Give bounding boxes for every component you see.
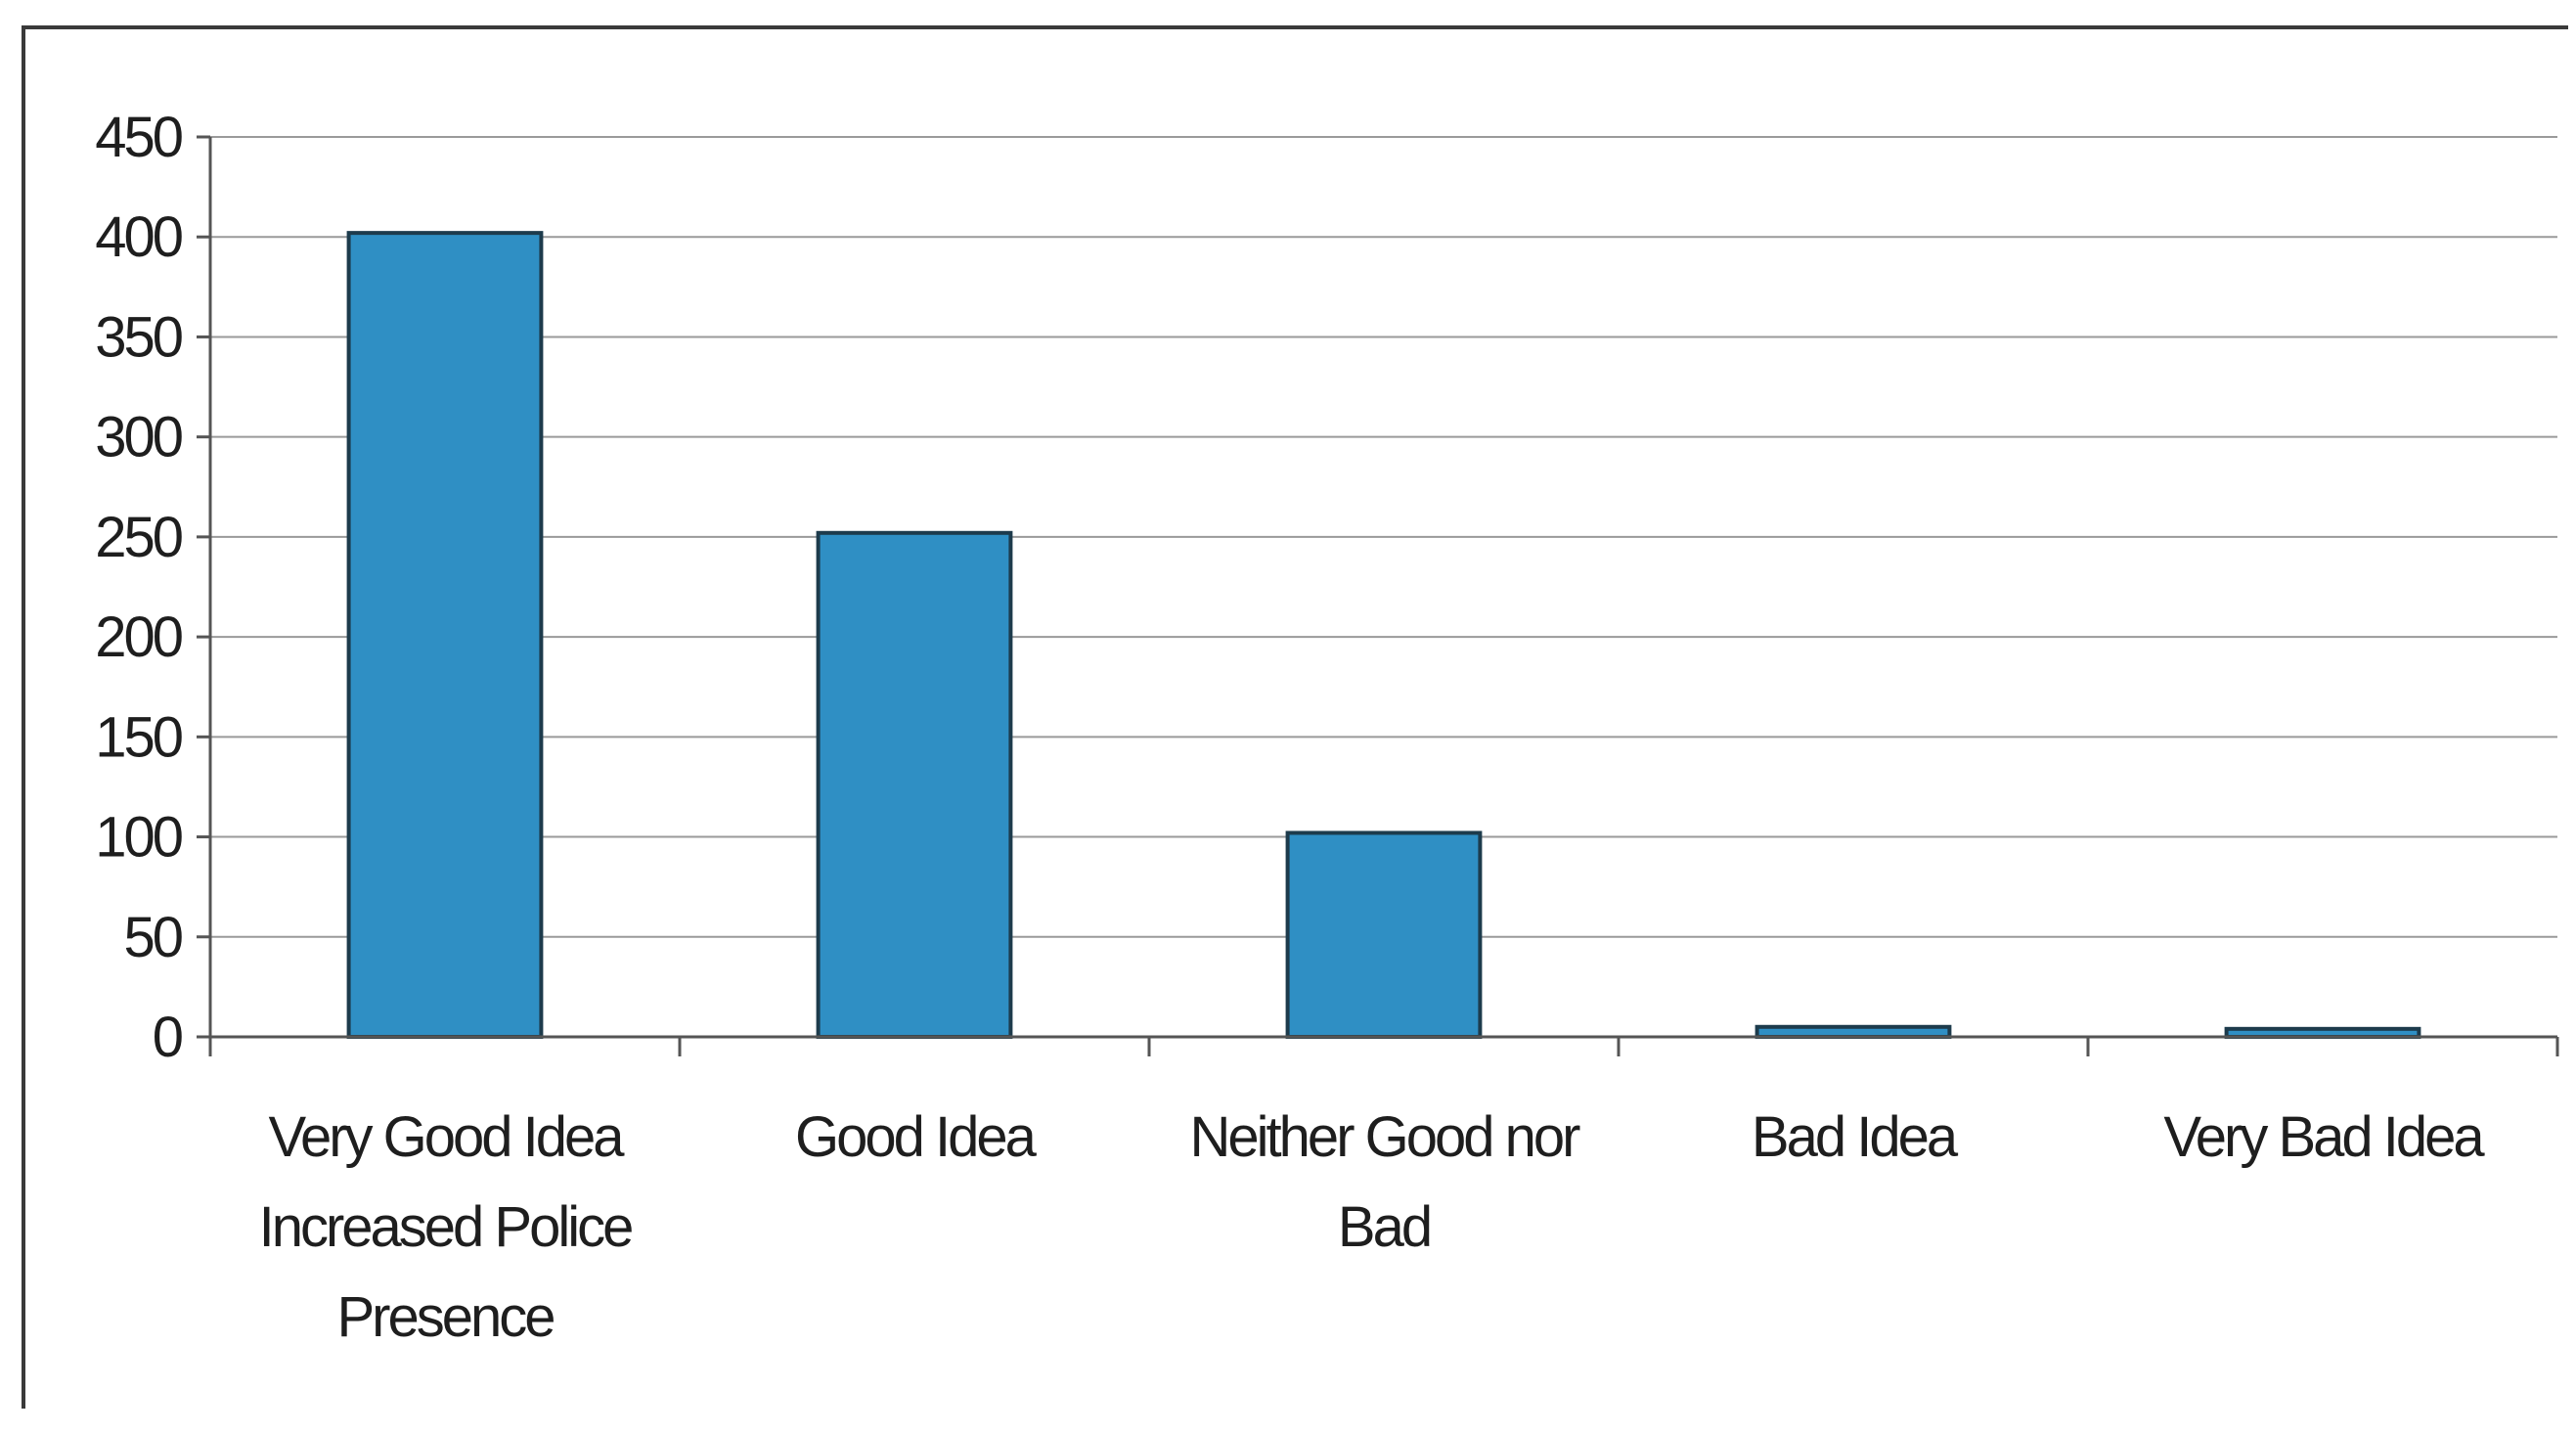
- y-tick-label: 200: [95, 605, 182, 669]
- y-tick-label: 0: [153, 1006, 182, 1069]
- x-category-label-line: Good Idea: [795, 1105, 1038, 1169]
- bar: [1285, 830, 1483, 1040]
- y-tick-label: 100: [95, 806, 182, 870]
- gridlines: [210, 136, 2557, 938]
- x-category-label: Very Bad Idea: [2163, 1105, 2485, 1169]
- x-category-label-line: Increased Police: [259, 1195, 633, 1259]
- bar: [346, 231, 544, 1039]
- y-tick-label: 450: [95, 106, 182, 169]
- x-category-label-line: Bad: [1338, 1195, 1430, 1259]
- x-category-label-line: Presence: [336, 1285, 554, 1349]
- x-category-label: Neither Good nor Bad: [1190, 1105, 1581, 1259]
- x-category-label-line: Bad Idea: [1752, 1105, 1959, 1169]
- bar: [1754, 1024, 1952, 1040]
- x-category-label: Bad Idea: [1752, 1105, 1959, 1169]
- x-category-labels: Very Good Idea Increased Police Presence Go…: [259, 1105, 2489, 1349]
- axes: [197, 135, 2559, 1056]
- x-category-label-line: Very Good Idea: [268, 1105, 625, 1169]
- y-tick-label: 250: [95, 506, 182, 569]
- x-category-label-line: Very Bad Idea: [2163, 1105, 2485, 1169]
- x-category-label: Good Idea: [795, 1105, 1038, 1169]
- x-category-label-line: Neither Good nor: [1190, 1105, 1581, 1169]
- y-tick-label: 150: [95, 705, 182, 769]
- bars: [346, 231, 2421, 1040]
- y-tick-label: 400: [95, 205, 182, 269]
- y-tick-label: 300: [95, 406, 182, 470]
- y-tick-label: 350: [95, 305, 182, 369]
- y-tick-labels: 0 50 100 150 200 250 300 350 400 450: [95, 106, 185, 1069]
- x-category-label: Very Good Idea Increased Police Presence: [259, 1105, 633, 1349]
- y-tick-label: 50: [123, 906, 181, 969]
- bar: [816, 530, 1013, 1039]
